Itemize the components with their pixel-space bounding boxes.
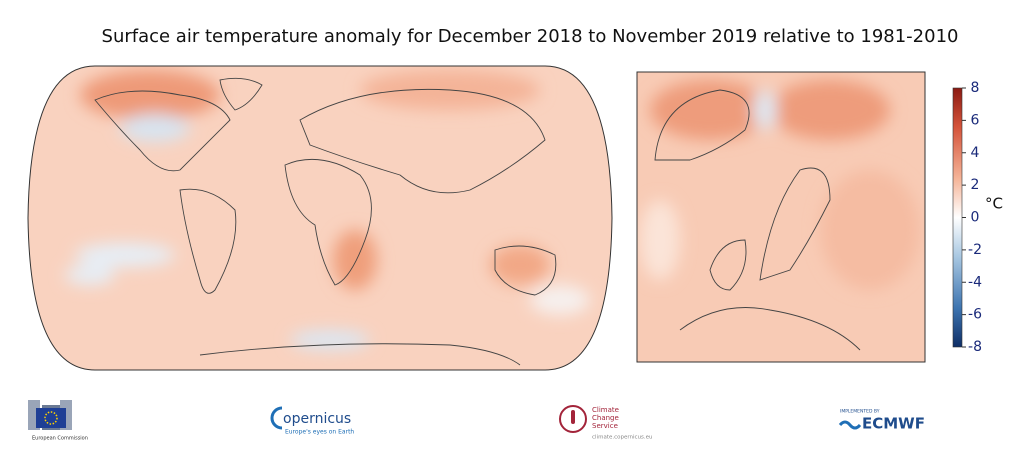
copernicus-logo: opernicus Europe's eyes on Earth [270,406,354,436]
colorbar-tick-label: -4 [968,274,982,290]
c3s-url: climate.copernicus.eu [592,435,653,441]
colorbar-unit: °C [985,195,1003,213]
ecmwf-prefix: IMPLEMENTED BY [840,409,880,415]
copernicus-name: opernicus [283,411,351,427]
copernicus-tagline: Europe's eyes on Earth [285,429,354,436]
map-frame [27,65,613,371]
eu-logo: European Commission [28,400,88,442]
europe-map [637,72,925,362]
c3s-name: Climate Change Service [592,406,619,430]
colorbar-tick-label: 4 [971,145,980,161]
colorbar-tick-label: -8 [968,339,982,355]
ecmwf-name: ECMWF [862,415,925,433]
colorbar-tick-label: 2 [971,177,980,193]
colorbar-tick-label: 6 [971,112,980,128]
colorbar-ticks: 8 6 4 2 0 -2 -4 -6 -8 [962,80,982,355]
eu-text: European Commission [32,436,88,442]
global-map [28,66,612,370]
colorbar-tick-label: 0 [971,210,980,226]
colorbar-tick-label: -2 [968,242,982,258]
colorbar [952,87,963,348]
colorbar-tick-label: -6 [968,307,982,323]
ecmwf-logo: IMPLEMENTED BY ECMWF [838,409,925,433]
title: Surface air temperature anomaly for Dece… [102,26,959,47]
colorbar-tick-label: 8 [971,80,980,96]
c3s-logo: Climate Change Service climate.copernicu… [559,405,653,441]
europe-frame [636,71,926,363]
